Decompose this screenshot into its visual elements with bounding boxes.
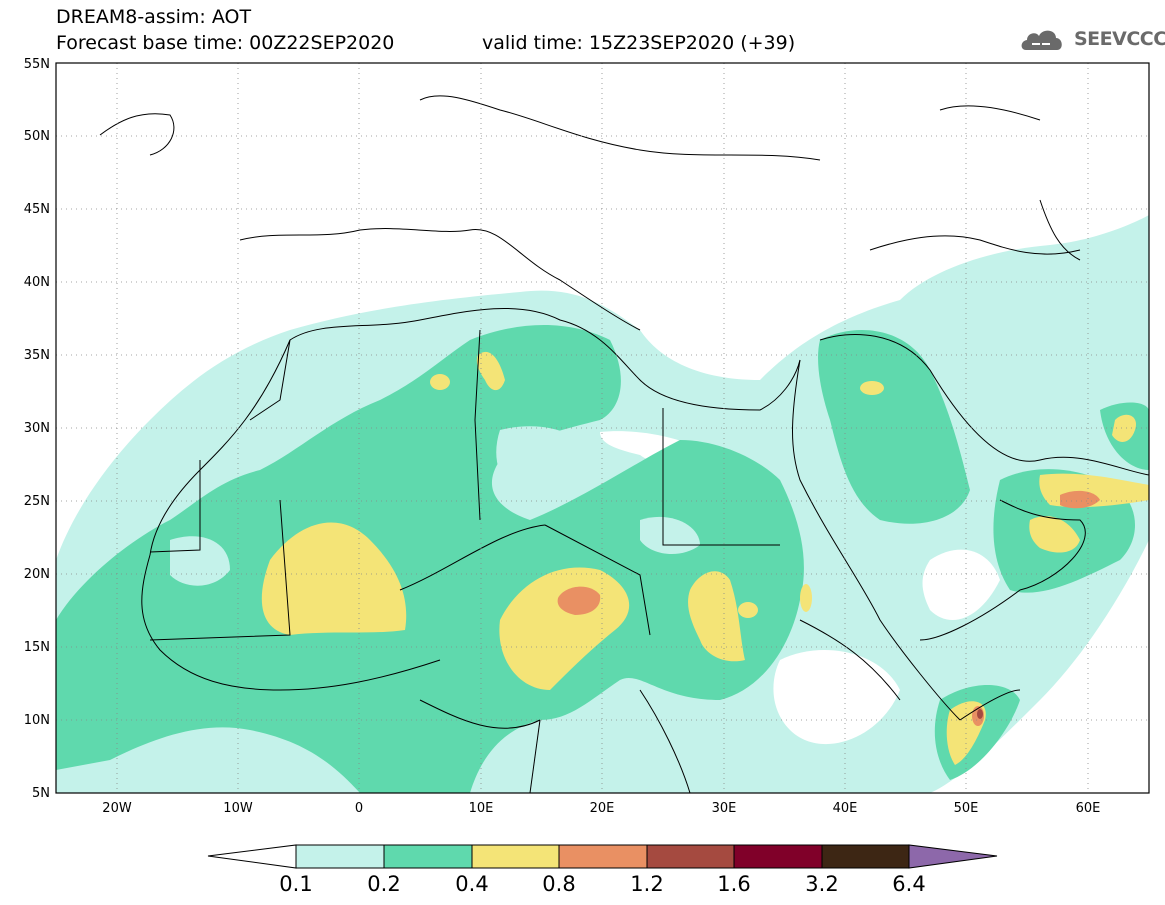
- colorbar-upper-arrow: [908, 844, 998, 869]
- aot-contour-0.4: [1029, 516, 1080, 553]
- lat-tick-label: 45N: [24, 202, 50, 217]
- lat-tick-label: 30N: [24, 421, 50, 436]
- logo-text: SEEVCCC: [1074, 28, 1165, 50]
- aot-contour-0.4: [738, 602, 758, 618]
- lon-tick-label: 0: [355, 801, 363, 816]
- colorbar-box: [821, 844, 910, 869]
- colorbar-label: 0.2: [367, 872, 400, 896]
- valid-time: valid time: 15Z23SEP2020 (+39): [482, 32, 796, 54]
- forecast-base-time: Forecast base time: 00Z22SEP2020: [56, 32, 395, 54]
- lon-tick-label: 60E: [1076, 801, 1101, 816]
- lon-tick-label: 50E: [954, 801, 979, 816]
- lat-tick-label: 15N: [24, 640, 50, 655]
- lat-tick-label: 50N: [24, 129, 50, 144]
- lat-tick-label: 55N: [24, 57, 50, 72]
- aot-contour-0.4: [476, 351, 505, 391]
- cloud-logo-icon: [1021, 30, 1062, 50]
- aot-contour-1.2: [977, 709, 983, 719]
- aot-contour-0.4: [1112, 414, 1136, 442]
- aot-contour-0.2: [818, 330, 970, 524]
- lon-tick-label: 20E: [590, 801, 615, 816]
- colorbar-box: [558, 844, 648, 869]
- colorbar-label: 3.2: [805, 872, 838, 896]
- map-frame: [55, 62, 1150, 794]
- coastlines: [99, 95, 1149, 793]
- lat-tick-label: 40N: [24, 275, 50, 290]
- lon-axis: 20W 10W 0 10E 20E 30E 40E 50E 60E: [102, 801, 1100, 816]
- aot-contour-0.4: [688, 571, 745, 662]
- aot-contour-0.4: [860, 381, 884, 395]
- aot-low-region: [922, 549, 1000, 620]
- lat-tick-label: 35N: [24, 348, 50, 363]
- colorbar-box: [383, 844, 473, 869]
- colorbar-label: 1.2: [630, 872, 663, 896]
- lat-tick-label: 5N: [32, 786, 50, 801]
- colorbar-label: 0.8: [542, 872, 575, 896]
- aot-contour-0.4: [800, 584, 812, 612]
- map-title: DREAM8-assim: AOT: [56, 6, 252, 28]
- colorbar-label: 6.4: [892, 872, 925, 896]
- lon-tick-label: 40E: [833, 801, 858, 816]
- aot-contour-0.8: [1060, 490, 1100, 509]
- lon-tick-label: 30E: [712, 801, 737, 816]
- colorbar-lower-arrow: [207, 844, 297, 869]
- colorbar: 0.1 0.2 0.4 0.8 1.2 1.6 3.2 6.4: [207, 844, 998, 896]
- colorbar-box: [471, 844, 560, 869]
- lon-tick-label: 10W: [223, 801, 253, 816]
- aot-contour-0.2: [56, 325, 804, 793]
- lat-tick-label: 25N: [24, 494, 50, 509]
- aot-contour-0.4: [261, 522, 407, 635]
- lon-tick-label: 20W: [102, 801, 132, 816]
- aot-low-region: [773, 650, 900, 745]
- aot-field: [56, 215, 1149, 793]
- colorbar-box: [733, 844, 823, 869]
- lat-tick-label: 10N: [24, 713, 50, 728]
- aot-contour-0.4: [430, 374, 450, 390]
- lat-tick-label: 20N: [24, 567, 50, 582]
- colorbar-box: [646, 844, 735, 869]
- colorbar-box: [295, 844, 385, 869]
- lat-axis: 5N 10N 15N 20N 25N 30N 35N 40N 45N 50N 5…: [24, 57, 50, 801]
- colorbar-label: 0.1: [279, 872, 312, 896]
- lon-tick-label: 10E: [469, 801, 494, 816]
- colorbar-label: 1.6: [717, 872, 750, 896]
- aot-contour-0.8: [557, 586, 601, 615]
- colorbar-label: 0.4: [455, 872, 488, 896]
- aot-contour-0.1: [496, 426, 600, 500]
- gridlines: [56, 63, 1149, 793]
- aot-contour-0.1: [170, 536, 230, 586]
